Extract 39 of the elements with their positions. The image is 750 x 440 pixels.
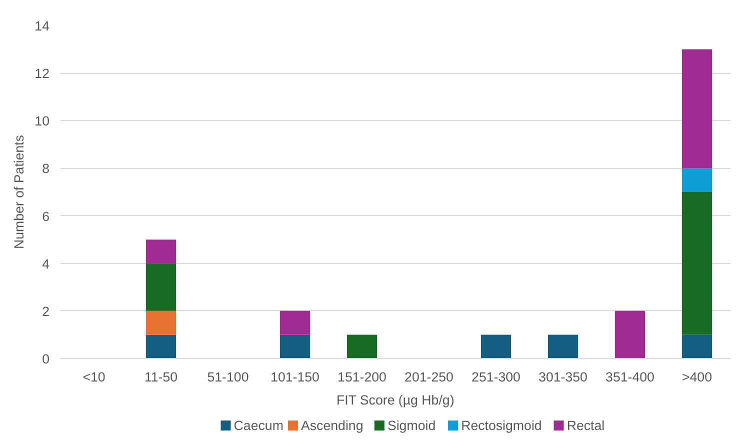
x-tick-label: 11-50 [144, 370, 178, 384]
y-tick-label: 6 [42, 208, 50, 224]
bar [682, 49, 712, 168]
x-tick-label: 51-100 [207, 370, 249, 384]
bar [682, 192, 712, 335]
y-axis-title: Number of Patients [12, 134, 27, 250]
x-tick-label: 301-350 [538, 370, 588, 384]
bar [146, 263, 176, 311]
x-axis-title: FIT Score (µg Hb/g) [336, 392, 454, 408]
y-tick-label: 8 [42, 161, 50, 176]
bar [682, 334, 712, 358]
bar [280, 334, 310, 358]
x-tick-label: 251-300 [472, 370, 520, 384]
x-tick-label: 351-400 [606, 370, 654, 384]
y-tick-label: 2 [42, 304, 50, 319]
bar [480, 334, 512, 358]
bar [146, 310, 176, 335]
x-tick-label: >400 [682, 370, 712, 384]
y-tick-label: 12 [34, 66, 50, 82]
legend-label: Rectal [566, 418, 605, 433]
bar [146, 240, 176, 264]
bar [346, 334, 378, 358]
x-tick-label: 201-250 [404, 370, 454, 384]
legend-label: Rectosigmoid [461, 418, 542, 433]
legend-label: Ascending [300, 418, 364, 433]
y-tick-label: 4 [42, 256, 50, 272]
bar [548, 334, 578, 358]
bar [280, 310, 310, 335]
legend-label: Sigmoid [387, 418, 436, 433]
y-tick-label: 10 [34, 114, 50, 129]
bar [146, 334, 176, 358]
legend-label: Caecum [234, 418, 284, 433]
bar [682, 168, 712, 192]
bar [614, 310, 646, 358]
y-tick-label: 0 [42, 352, 50, 366]
x-tick-label: 101-150 [270, 370, 320, 384]
x-tick-label: 151-200 [338, 370, 386, 384]
y-tick-label: 14 [34, 18, 50, 34]
x-tick-label: <10 [82, 370, 106, 384]
